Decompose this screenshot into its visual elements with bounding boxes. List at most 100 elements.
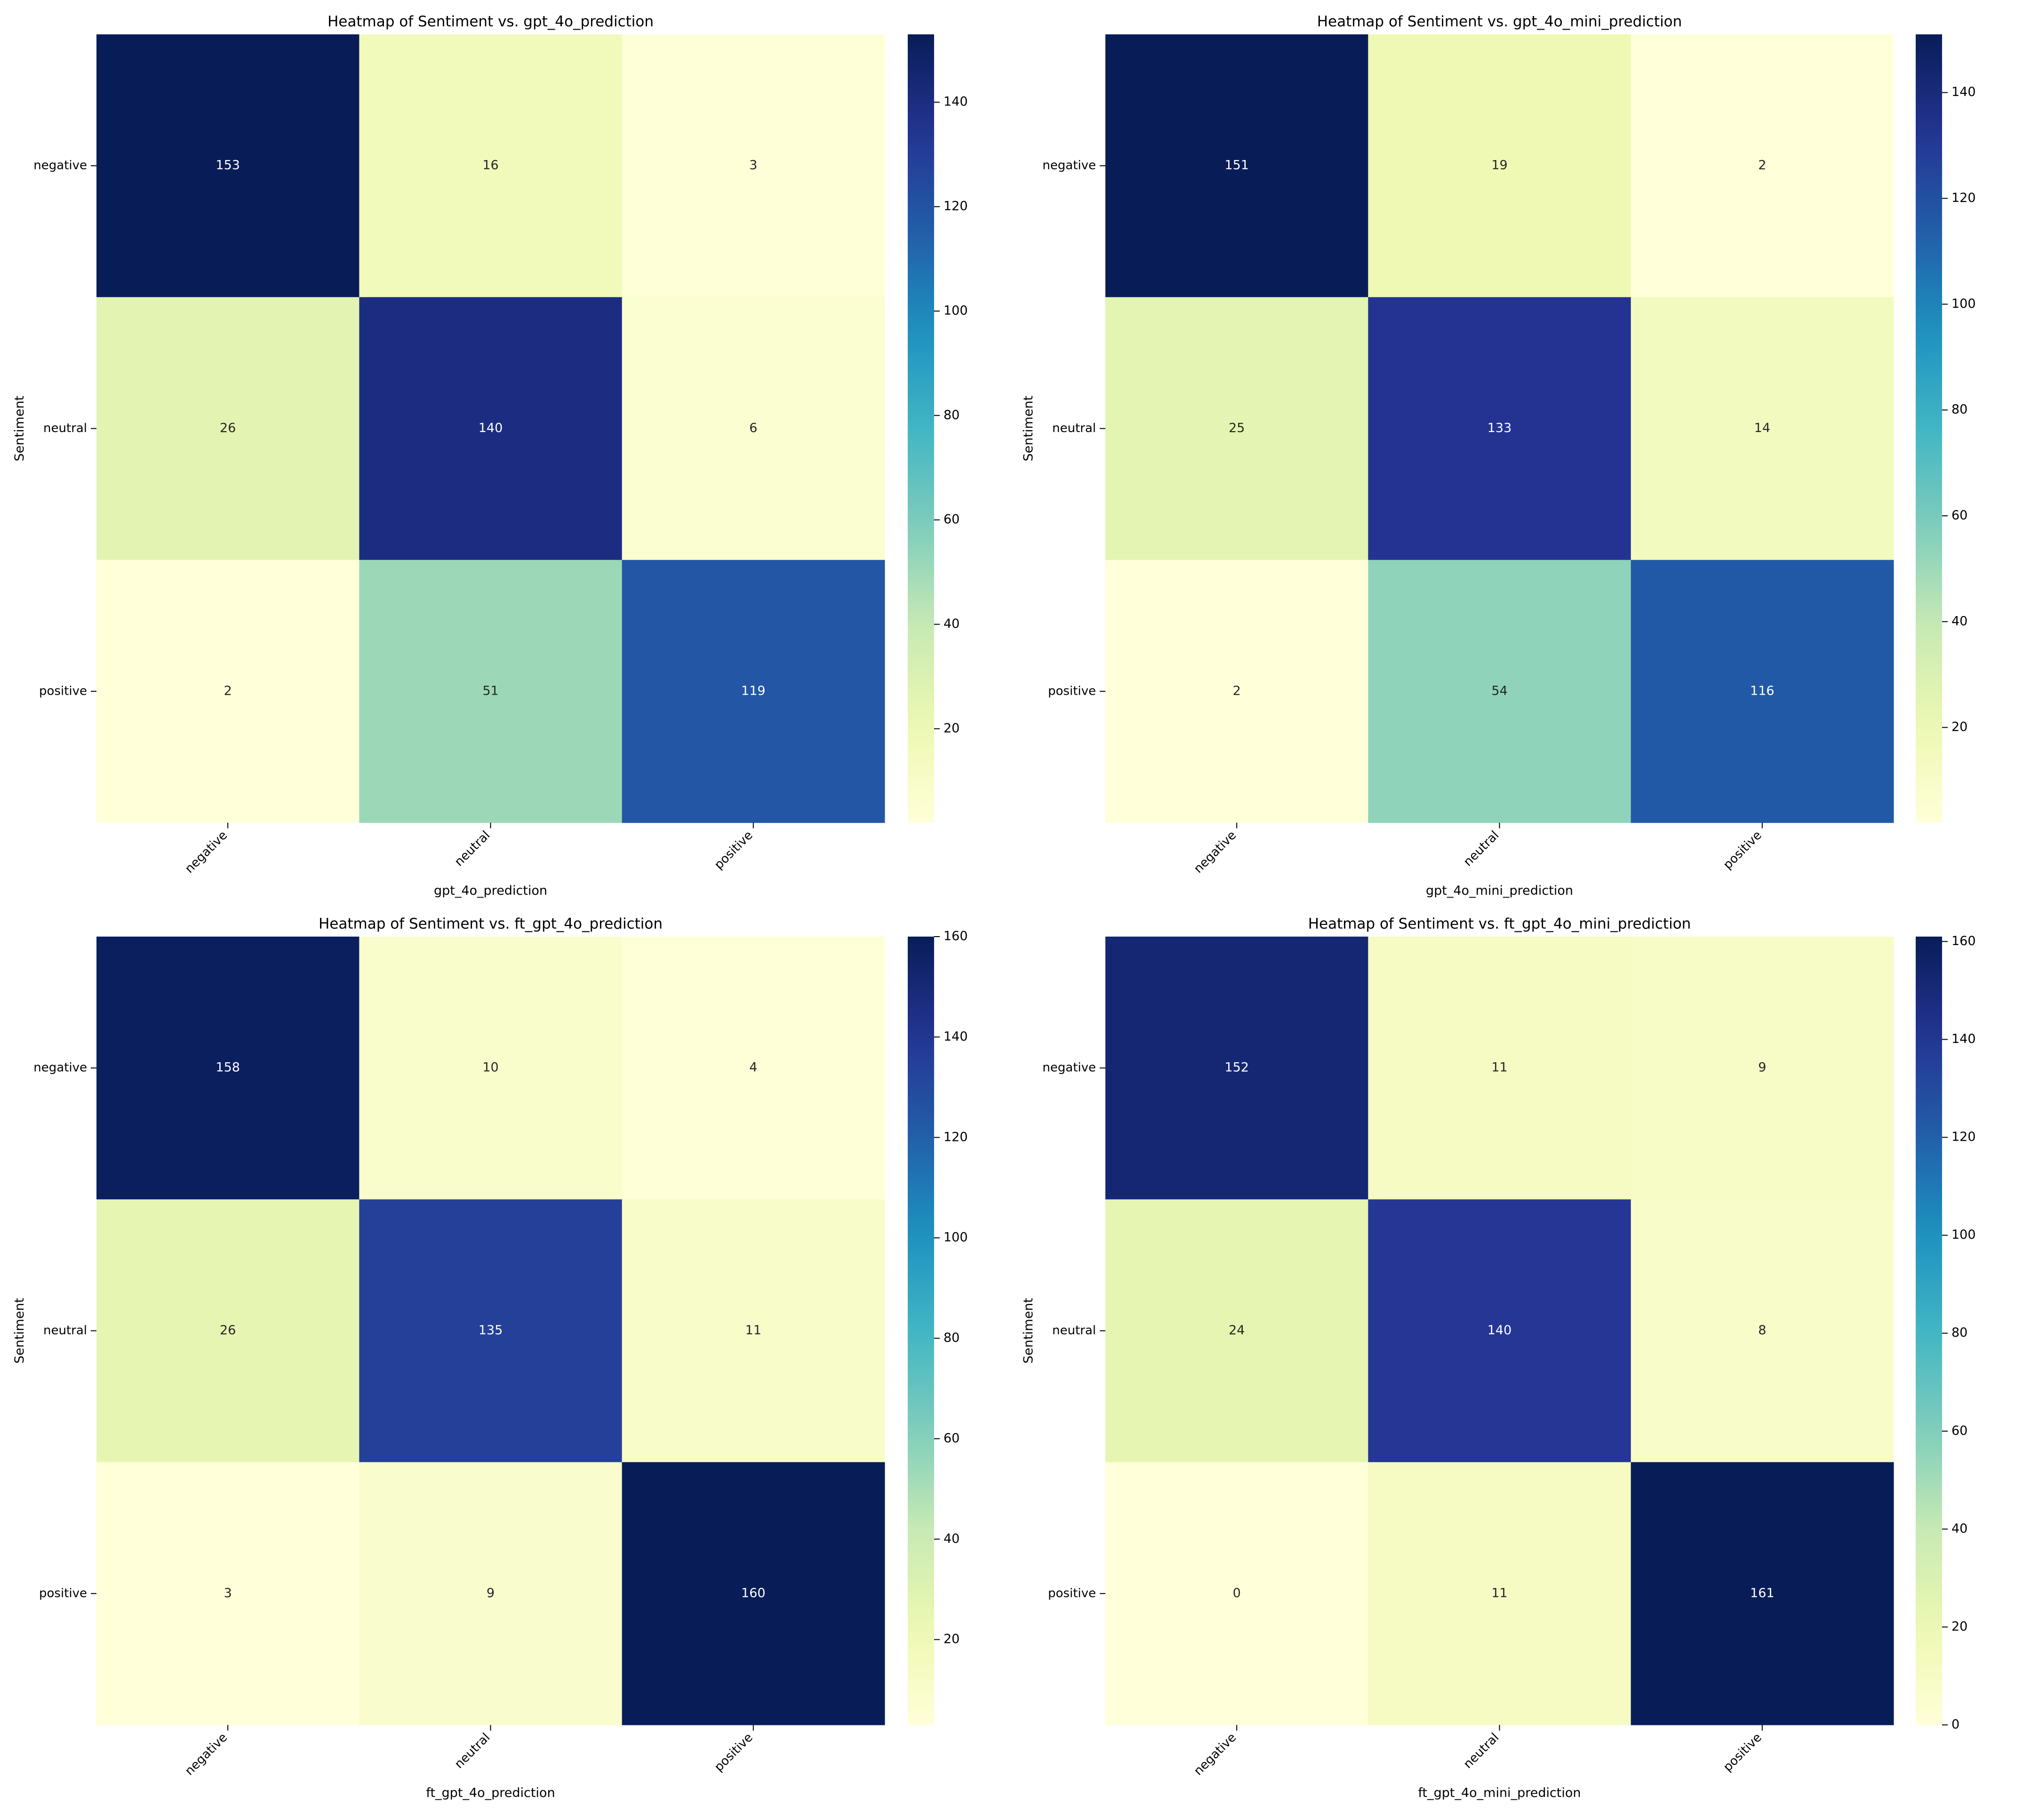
cell-value-label: 11 — [1491, 1586, 1507, 1600]
colorbar-tick-label: 80 — [1951, 402, 1967, 417]
colorbar-tick-label: 120 — [944, 199, 968, 214]
heatmap-cell — [1368, 297, 1631, 561]
cell-value-label: 3 — [224, 1586, 232, 1600]
y-tick-label: negative — [1042, 159, 1096, 173]
colorbar-tick-label: 40 — [1951, 614, 1967, 628]
colorbar-tick-label: 140 — [944, 95, 968, 109]
heatmap-cell — [1368, 560, 1631, 823]
colorbar-tick-label: 80 — [1951, 1325, 1967, 1340]
heatmap-cell — [96, 937, 360, 1200]
colorbar — [908, 34, 934, 823]
cell-value-label: 9 — [1758, 1060, 1766, 1075]
x-axis-label: gpt_4o_mini_prediction — [1426, 883, 1573, 898]
cell-value-label: 116 — [1750, 683, 1775, 698]
heatmap-cell — [622, 297, 885, 561]
chart-title: Heatmap of Sentiment vs. gpt_4o_mini_pre… — [1317, 13, 1682, 30]
heatmap-cell — [359, 34, 623, 297]
heatmap-cell — [1631, 1462, 1894, 1725]
cell-value-label: 2 — [1758, 158, 1766, 173]
colorbar — [1916, 937, 1942, 1725]
colorbar-tick-label: 160 — [1951, 934, 1976, 948]
heatmap-cell — [1631, 560, 1894, 823]
y-tick-label: negative — [1042, 1061, 1096, 1075]
heatmap-cell — [96, 1199, 360, 1463]
colorbar-tick-label: 60 — [1951, 508, 1967, 522]
cell-value-label: 158 — [216, 1060, 240, 1075]
heatmap-cell — [1105, 937, 1368, 1200]
colorbar-tick-label: 60 — [1951, 1423, 1967, 1438]
heatmap-cell — [96, 560, 360, 823]
cell-value-label: 8 — [1758, 1323, 1766, 1338]
heatmap-cell — [622, 1462, 885, 1725]
heatmap-cell — [1105, 34, 1368, 297]
heatmap-cell — [1368, 937, 1631, 1200]
x-tick-label: neutral — [1461, 828, 1502, 869]
y-tick-label: neutral — [1052, 421, 1096, 435]
y-tick-label: positive — [39, 684, 87, 698]
y-tick-label: positive — [1048, 1586, 1096, 1600]
cell-value-label: 151 — [1224, 158, 1249, 173]
colorbar-tick-label: 0 — [1951, 1717, 1959, 1732]
chart-title: Heatmap of Sentiment vs. ft_gpt_4o_predi… — [319, 915, 663, 932]
y-tick-label: neutral — [43, 1323, 87, 1338]
x-tick-label: neutral — [1461, 1731, 1502, 1772]
colorbar-tick-label: 120 — [1951, 1130, 1976, 1144]
cell-value-label: 10 — [482, 1060, 498, 1075]
colorbar-tick-label: 20 — [944, 721, 960, 736]
x-tick-label: negative — [182, 1731, 230, 1779]
colorbar-tick-label: 140 — [1951, 1032, 1976, 1046]
cell-value-label: 160 — [741, 1586, 766, 1600]
heatmap-cell — [359, 297, 623, 561]
heatmap-cell — [1368, 34, 1631, 297]
panel-1: Heatmap of Sentiment vs. gpt_4o_predicti… — [12, 13, 968, 898]
x-axis-label: ft_gpt_4o_mini_prediction — [1418, 1786, 1581, 1800]
cell-value-label: 54 — [1491, 683, 1507, 698]
heatmap-cell — [1105, 297, 1368, 561]
y-axis-label: Sentiment — [12, 396, 27, 462]
heatmap-cell — [622, 560, 885, 823]
heatmap-cell — [96, 34, 360, 297]
colorbar — [908, 937, 934, 1725]
heatmap-cell — [96, 297, 360, 561]
cell-value-label: 25 — [1229, 421, 1245, 435]
heatmap-cell — [1368, 1462, 1631, 1725]
cell-value-label: 19 — [1491, 158, 1507, 173]
y-axis-label: Sentiment — [12, 1298, 27, 1364]
heatmap-cell — [1631, 297, 1894, 561]
heatmap-cell — [359, 560, 623, 823]
heatmap-cell — [622, 937, 885, 1200]
colorbar-tick-label: 40 — [1951, 1521, 1967, 1536]
heatmap-cell — [1631, 34, 1894, 297]
panel-4: Heatmap of Sentiment vs. ft_gpt_4o_mini_… — [1021, 915, 1976, 1800]
colorbar-tick-label: 40 — [944, 1531, 960, 1546]
y-tick-label: neutral — [1052, 1323, 1096, 1338]
cell-value-label: 2 — [224, 683, 232, 698]
cell-value-label: 119 — [741, 683, 766, 698]
x-tick-label: positive — [1720, 828, 1764, 872]
colorbar-tick-label: 100 — [944, 303, 968, 318]
colorbar-tick-label: 100 — [1951, 297, 1976, 311]
heatmap-cell — [1631, 1199, 1894, 1463]
y-axis-label: Sentiment — [1021, 1298, 1036, 1364]
colorbar-tick-label: 40 — [944, 617, 960, 631]
cell-value-label: 9 — [487, 1586, 495, 1600]
cell-value-label: 135 — [479, 1323, 503, 1338]
heatmap-cell — [359, 937, 623, 1200]
colorbar-tick-label: 20 — [944, 1632, 960, 1646]
heatmap-cell — [1631, 937, 1894, 1200]
y-tick-label: negative — [33, 159, 87, 173]
x-axis-label: ft_gpt_4o_prediction — [426, 1786, 555, 1800]
cell-value-label: 0 — [1233, 1586, 1241, 1600]
cell-value-label: 26 — [220, 1323, 236, 1338]
cell-value-label: 161 — [1750, 1586, 1775, 1600]
heatmap-cell — [96, 1462, 360, 1725]
colorbar-tick-label: 20 — [1951, 1619, 1967, 1634]
cell-value-label: 26 — [220, 421, 236, 435]
colorbar-tick-label: 100 — [1951, 1227, 1976, 1242]
cell-value-label: 24 — [1229, 1323, 1245, 1338]
y-tick-label: positive — [1048, 684, 1096, 698]
chart-title: Heatmap of Sentiment vs. ft_gpt_4o_mini_… — [1308, 915, 1691, 932]
cell-value-label: 2 — [1233, 683, 1241, 698]
colorbar-tick-label: 140 — [1951, 85, 1976, 99]
colorbar-tick-label: 120 — [1951, 191, 1976, 205]
